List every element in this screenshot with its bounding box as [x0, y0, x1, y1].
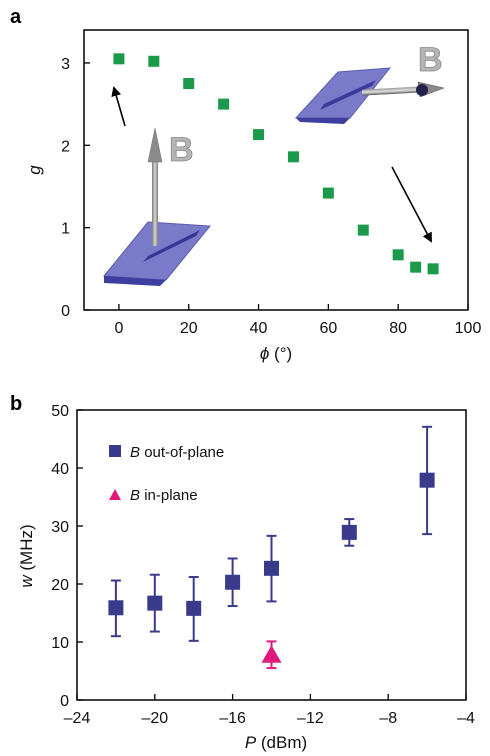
panel-b-data-point [261, 645, 282, 663]
panel-b-label: b [10, 393, 22, 415]
panel-b-x-tick-label: –24 [64, 710, 91, 727]
inset2-slab-ridge [320, 80, 376, 110]
panel-a-data-point [183, 78, 195, 90]
inset-field-arrow-head [147, 127, 163, 163]
inset2-field-label: B [418, 41, 443, 79]
panel-a-data-point [322, 187, 334, 199]
panel-a-label: a [10, 6, 22, 28]
panel-b-data-point [108, 600, 124, 616]
panel-b-x-tick-label: –20 [141, 710, 168, 727]
panel-b-x-axis-label: P (dBm) [245, 733, 307, 752]
panel-b: b –24 –20 –16 –12 –8 –4 0 10 20 30 40 50 w (MHz) P… [10, 393, 475, 752]
panel-a-data-points [113, 53, 439, 275]
panel-a-y-tick-label: 3 [61, 56, 70, 73]
panel-b-x-tick-label: –4 [457, 710, 475, 727]
panel-a-x-tick-label: 60 [319, 320, 337, 337]
inset-in-plane: B [294, 41, 445, 124]
panel-b-x-tick-label: –8 [379, 710, 397, 727]
panel-a-y-ticks: 0 1 2 3 [61, 56, 90, 320]
pointer-arrow-right [391, 166, 432, 243]
panel-a-data-point [392, 249, 404, 261]
panel-b-x-unit: (dBm) [261, 733, 307, 752]
panel-a-data-point [287, 151, 299, 163]
panel-a-x-tick-label: 80 [389, 320, 407, 337]
panel-b-data-point [225, 574, 241, 590]
legend-symbol-in-plane: B [130, 487, 140, 504]
legend-marker-out-of-plane [109, 445, 121, 457]
panel-b-x-ticks: –24 –20 –16 –12 –8 –4 [64, 694, 475, 727]
legend-symbol-out-of-plane: B [130, 444, 140, 461]
panel-a-data-point [148, 55, 160, 67]
panel-b-data-point [147, 595, 163, 611]
inset-out-of-plane: B [102, 127, 212, 286]
panel-a-x-ticks: 0 20 40 60 80 100 [114, 304, 481, 337]
panel-b-y-axis-label: w (MHz) [17, 524, 36, 587]
panel-a-data-point [113, 53, 125, 65]
panel-b-y-tick-label: 20 [51, 577, 69, 594]
panel-b-y-tick-label: 10 [51, 635, 69, 652]
panel-a-y-tick-label: 1 [61, 221, 70, 238]
inset-slab-ridge [143, 230, 200, 262]
legend-marker-in-plane [109, 489, 121, 500]
panel-b-frame [76, 409, 467, 701]
panel-b-data-point [341, 524, 357, 540]
panel-a-x-tick-label: 20 [180, 320, 198, 337]
panel-b-y-ticks: 0 10 20 30 40 50 [51, 403, 83, 710]
panel-a-y-tick-label: 0 [61, 303, 70, 320]
panel-b-legend: B out-of-plane B in-plane [109, 444, 224, 504]
inset-slab-top [102, 221, 212, 281]
inset-slab-edge [104, 276, 166, 286]
panel-a-data-point [410, 261, 422, 273]
panel-b-y-unit: (MHz) [17, 524, 36, 570]
panel-a-y-axis-label: g [25, 165, 44, 175]
panel-a-x-symbol: ϕ [260, 344, 269, 363]
panel-b-y-symbol: w [17, 574, 36, 588]
panel-a-data-point [218, 98, 230, 110]
panel-a-frame [83, 29, 469, 311]
panel-b-x-tick-label: –12 [297, 710, 324, 727]
panel-a-x-tick-label: 40 [250, 320, 268, 337]
inset2-field-arrow-shaft [361, 86, 423, 96]
panel-b-data-point [186, 600, 202, 616]
panel-a-data-point [253, 129, 265, 141]
legend-text-out-of-plane: out-of-plane [144, 444, 224, 461]
panel-b-x-tick-label: –16 [219, 710, 246, 727]
inset2-slab-edge [296, 118, 350, 124]
panel-a-y-tick-label: 2 [61, 138, 70, 155]
inset-field-arrow-shaft [152, 160, 158, 246]
panel-b-y-tick-label: 30 [51, 519, 69, 536]
panel-b-y-tick-label: 50 [51, 403, 69, 420]
panel-a: a 0 20 40 60 80 100 0 1 2 3 g ϕ (°) B B [10, 6, 481, 363]
panel-b-x-symbol: P [245, 733, 257, 752]
inset2-arrow-base [416, 84, 428, 96]
legend-label-in-plane: B in-plane [130, 487, 198, 504]
legend-text-in-plane: in-plane [144, 487, 197, 504]
panel-a-data-point [357, 224, 369, 236]
inset-field-label: B [169, 131, 194, 169]
legend-label-out-of-plane: B out-of-plane [130, 444, 224, 461]
panel-b-y-tick-label: 0 [60, 693, 69, 710]
panel-a-x-tick-label: 100 [455, 320, 482, 337]
panel-b-y-tick-label: 40 [51, 461, 69, 478]
pointer-arrow-left [111, 86, 126, 127]
panel-a-x-axis-label: ϕ (°) [260, 344, 292, 363]
panel-a-x-tick-label: 0 [114, 320, 123, 337]
panel-b-data-point [264, 560, 279, 576]
panel-b-data-points [108, 425, 435, 670]
panel-a-x-unit: (°) [274, 344, 292, 363]
panel-b-data-point [419, 472, 435, 488]
panel-a-data-point [427, 263, 439, 275]
